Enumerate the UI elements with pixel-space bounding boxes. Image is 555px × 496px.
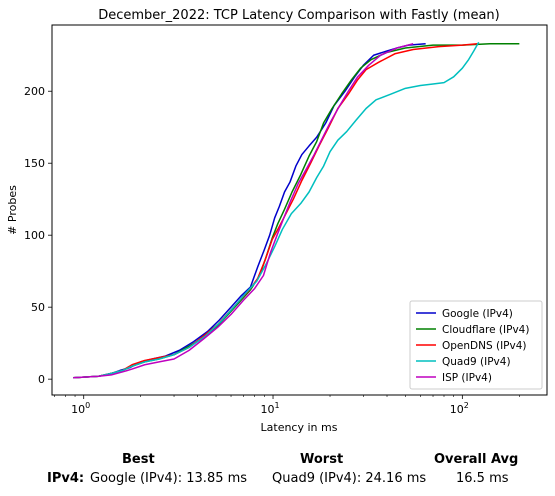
latency-summary: Best Worst Overall Avg IPv4: Google (IPv… xyxy=(0,450,555,490)
legend-box xyxy=(409,300,543,390)
chart-title: December_2022: TCP Latency Comparison wi… xyxy=(98,8,500,23)
x-tick-label: 101 xyxy=(260,401,279,416)
best-header: Best xyxy=(122,452,155,467)
worst-header: Worst xyxy=(300,452,344,467)
y-tick-layer: 0 50 100 150 200 xyxy=(24,85,52,386)
legend-label: Google (IPv4) xyxy=(442,308,513,320)
x-tick-label: 102 xyxy=(450,401,469,416)
y-axis-label: # Probes xyxy=(6,185,19,235)
y-tick-label: 150 xyxy=(24,157,45,170)
x-tick-label: 100 xyxy=(71,401,90,416)
y-tick-label: 50 xyxy=(31,301,45,314)
legend-label: ISP (IPv4) xyxy=(442,372,492,384)
y-tick-label: 200 xyxy=(24,85,45,98)
plot-frame xyxy=(51,24,548,396)
overall-avg-value: 16.5 ms xyxy=(456,471,509,486)
legend-label: Quad9 (IPv4) xyxy=(442,356,511,368)
best-value: Google (IPv4): 13.85 ms xyxy=(90,471,248,486)
x-tick-layer: 100 101 102 xyxy=(54,395,520,416)
series-line-3 xyxy=(73,42,478,379)
series-line-4 xyxy=(73,41,480,379)
worst-value: Quad9 (IPv4): 24.16 ms xyxy=(272,471,427,486)
legend: Google (IPv4) Cloudflare (IPv4) OpenDNS (I… xyxy=(409,300,543,390)
axes-layer xyxy=(51,24,548,396)
x-axis-label: Latency in ms xyxy=(261,421,338,434)
overall-avg-header: Overall Avg xyxy=(434,452,519,467)
legend-label: OpenDNS (IPv4) xyxy=(442,340,527,352)
legend-label: Cloudflare (IPv4) xyxy=(442,324,529,336)
ipv4-row-label: IPv4: xyxy=(47,471,85,486)
latency-cdf-chart: December_2022: TCP Latency Comparison wi… xyxy=(6,8,548,434)
series-line-1 xyxy=(73,42,426,379)
series-layer xyxy=(73,41,520,379)
series-line-5 xyxy=(73,42,414,379)
y-tick-label: 0 xyxy=(38,373,45,386)
y-tick-label: 100 xyxy=(24,229,45,242)
